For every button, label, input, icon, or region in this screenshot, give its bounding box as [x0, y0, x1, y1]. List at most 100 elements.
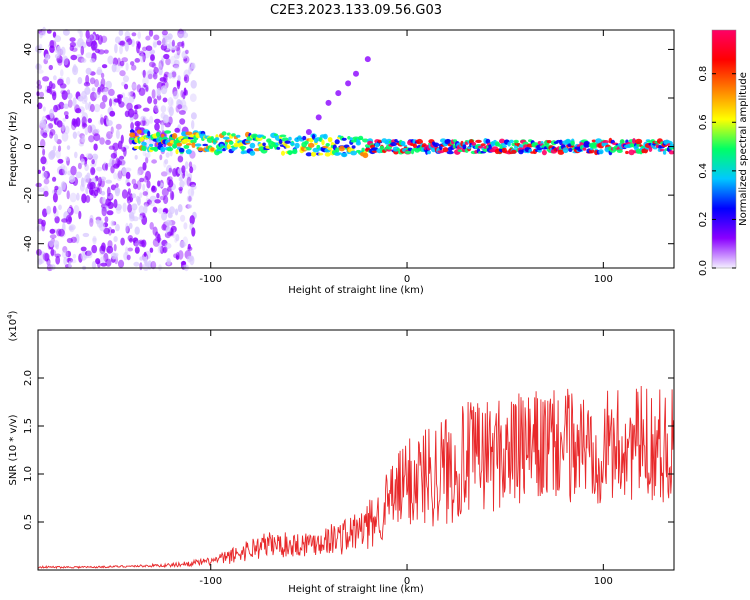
spectrogram-noise-blob	[181, 165, 186, 174]
spectrogram-noise-blob	[190, 80, 197, 89]
spectrogram-noise-blob	[125, 171, 131, 180]
spectrogram-noise-blob	[75, 171, 83, 179]
spectrogram-noise-blob	[177, 75, 181, 82]
spectrogram-noise-blob	[125, 225, 130, 234]
spectrogram-carrier-blob	[182, 136, 190, 140]
spectrogram-noise-blob	[153, 42, 157, 48]
spectrogram-panel: -100 0 100 -40 -20 0 20 40 Height of straight l…	[8, 26, 675, 296]
spectrogram-noise-blob	[174, 208, 179, 216]
spectrogram-noise-blob	[81, 193, 87, 204]
spectrogram-y-tick-label: -20	[23, 187, 34, 203]
spectrogram-noise-blob	[57, 59, 63, 66]
spectrogram-noise-blob	[165, 152, 170, 158]
spectrogram-noise-blob	[91, 87, 96, 92]
spectrogram-noise-blob	[142, 150, 147, 157]
spectrogram-noise-blob	[174, 45, 181, 52]
spectrogram-carrier-blob	[632, 138, 636, 145]
spectrogram-noise-blob	[67, 207, 72, 213]
spectrogram-noise-blob	[86, 172, 91, 180]
spectrogram-noise-blob	[131, 64, 137, 71]
spectrogram-noise-blob	[49, 108, 54, 119]
spectrogram-noise-blob	[65, 156, 70, 162]
spectrogram-noise-blob	[81, 116, 87, 126]
spectrogram-noise-blob	[139, 53, 145, 63]
spectrogram-carrier-blob	[307, 142, 315, 148]
spectrogram-noise-blob	[72, 131, 78, 139]
spectrogram-noise-blob	[153, 107, 159, 114]
spectrogram-carrier-blob	[377, 139, 382, 143]
spectrogram-noise-blob	[151, 159, 158, 164]
spectrogram-carrier-blob	[214, 137, 220, 141]
spectrogram-carrier-blob	[172, 143, 178, 149]
spectrogram-carrier-blob	[141, 145, 147, 151]
spectrogram-noise-blob	[160, 105, 167, 113]
spectrogram-carrier-blob	[325, 143, 330, 147]
spectrogram-noise-blob	[105, 133, 111, 142]
spectrogram-noise-blob	[47, 260, 51, 268]
spectrogram-carrier-blob	[185, 149, 192, 155]
snr-y-scale-label: (x104)	[6, 310, 19, 341]
spectrogram-noise-blob	[90, 91, 97, 102]
spectrogram-carrier-blob	[221, 131, 227, 136]
spectrogram-noise-blob	[63, 56, 69, 66]
spectrogram-noise-blob	[104, 216, 109, 223]
spectrogram-carrier-blob	[231, 133, 236, 137]
spectrogram-noise-blob	[177, 104, 183, 110]
spectrogram-noise-blob	[149, 247, 154, 253]
spectrogram-carrier-blob	[591, 139, 597, 143]
spectrogram-noise-blob	[54, 54, 60, 59]
spectrogram-noise-blob	[70, 259, 77, 264]
spectrogram-noise-blob	[80, 158, 85, 166]
spectrogram-noise-blob	[65, 214, 72, 225]
spectrogram-noise-blob	[91, 159, 95, 165]
spectrogram-noise-blob	[133, 261, 140, 267]
spectrogram-carrier-blob	[362, 152, 369, 159]
spectrogram-x-tick-label: -100	[199, 274, 222, 285]
spectrogram-noise-blob	[113, 98, 121, 103]
spectrogram-noise-blob	[129, 237, 133, 243]
spectrogram-noise-blob	[152, 39, 158, 49]
spectrogram-noise-blob	[54, 35, 61, 43]
snr-frame	[37, 329, 675, 571]
spectrogram-carrier-blob	[181, 131, 187, 137]
spectrogram-noise-blob	[91, 261, 97, 270]
spectrogram-carrier-blob	[129, 132, 136, 138]
spectrogram-noise-blob	[143, 255, 148, 264]
spectrogram-carrier-blob	[171, 133, 178, 139]
spectrogram-noise-blob	[187, 204, 192, 209]
spectrogram-noise-blob	[162, 97, 168, 103]
spectrogram-noise-blob	[62, 165, 68, 175]
spectrogram-noise-blob	[101, 64, 108, 69]
spectrogram-carrier-blob	[531, 142, 539, 147]
spectrogram-carrier-blob	[541, 149, 547, 156]
spectrogram-y-tick-label: -40	[23, 236, 34, 252]
spectrogram-carrier-blob	[284, 140, 291, 144]
spectrogram-noise-blob	[151, 89, 156, 99]
spectrogram-carrier-blob	[652, 147, 658, 150]
spectrogram-carrier-blob	[156, 131, 161, 138]
spectrogram-noise-blob	[65, 250, 72, 258]
spectrogram-carrier-blob	[294, 142, 300, 149]
spectrogram-noise-blob	[60, 69, 64, 77]
spectrogram-noise-blob	[50, 264, 56, 271]
spectrogram-noise-blob	[63, 111, 69, 116]
spectrogram-noise-blob	[147, 96, 153, 104]
snr-x-tick-label: -100	[199, 576, 222, 587]
spectrogram-carrier-blob	[160, 146, 166, 152]
spectrogram-noise-blob	[154, 118, 161, 124]
spectrogram-noise-blob	[182, 31, 189, 39]
spectrogram-noise-blob	[77, 37, 84, 48]
spectrogram-noise-blob	[123, 147, 127, 157]
spectrogram-noise-blob	[138, 205, 144, 214]
spectrogram-noise-blob	[142, 191, 148, 196]
spectrogram-noise-blob	[132, 237, 139, 244]
spectrogram-noise-blob	[105, 139, 111, 145]
spectrogram-noise-blob	[100, 262, 107, 267]
spectrogram-noise-blob	[90, 162, 97, 168]
spectrogram-noise-blob	[119, 60, 125, 67]
spectrogram-noise-blob	[159, 154, 163, 161]
spectrogram-noise-blob	[77, 130, 81, 137]
spectrogram-noise-blob	[186, 195, 193, 203]
spectrogram-noise-blob	[147, 73, 153, 80]
spectrogram-carrier-blob	[337, 152, 342, 155]
